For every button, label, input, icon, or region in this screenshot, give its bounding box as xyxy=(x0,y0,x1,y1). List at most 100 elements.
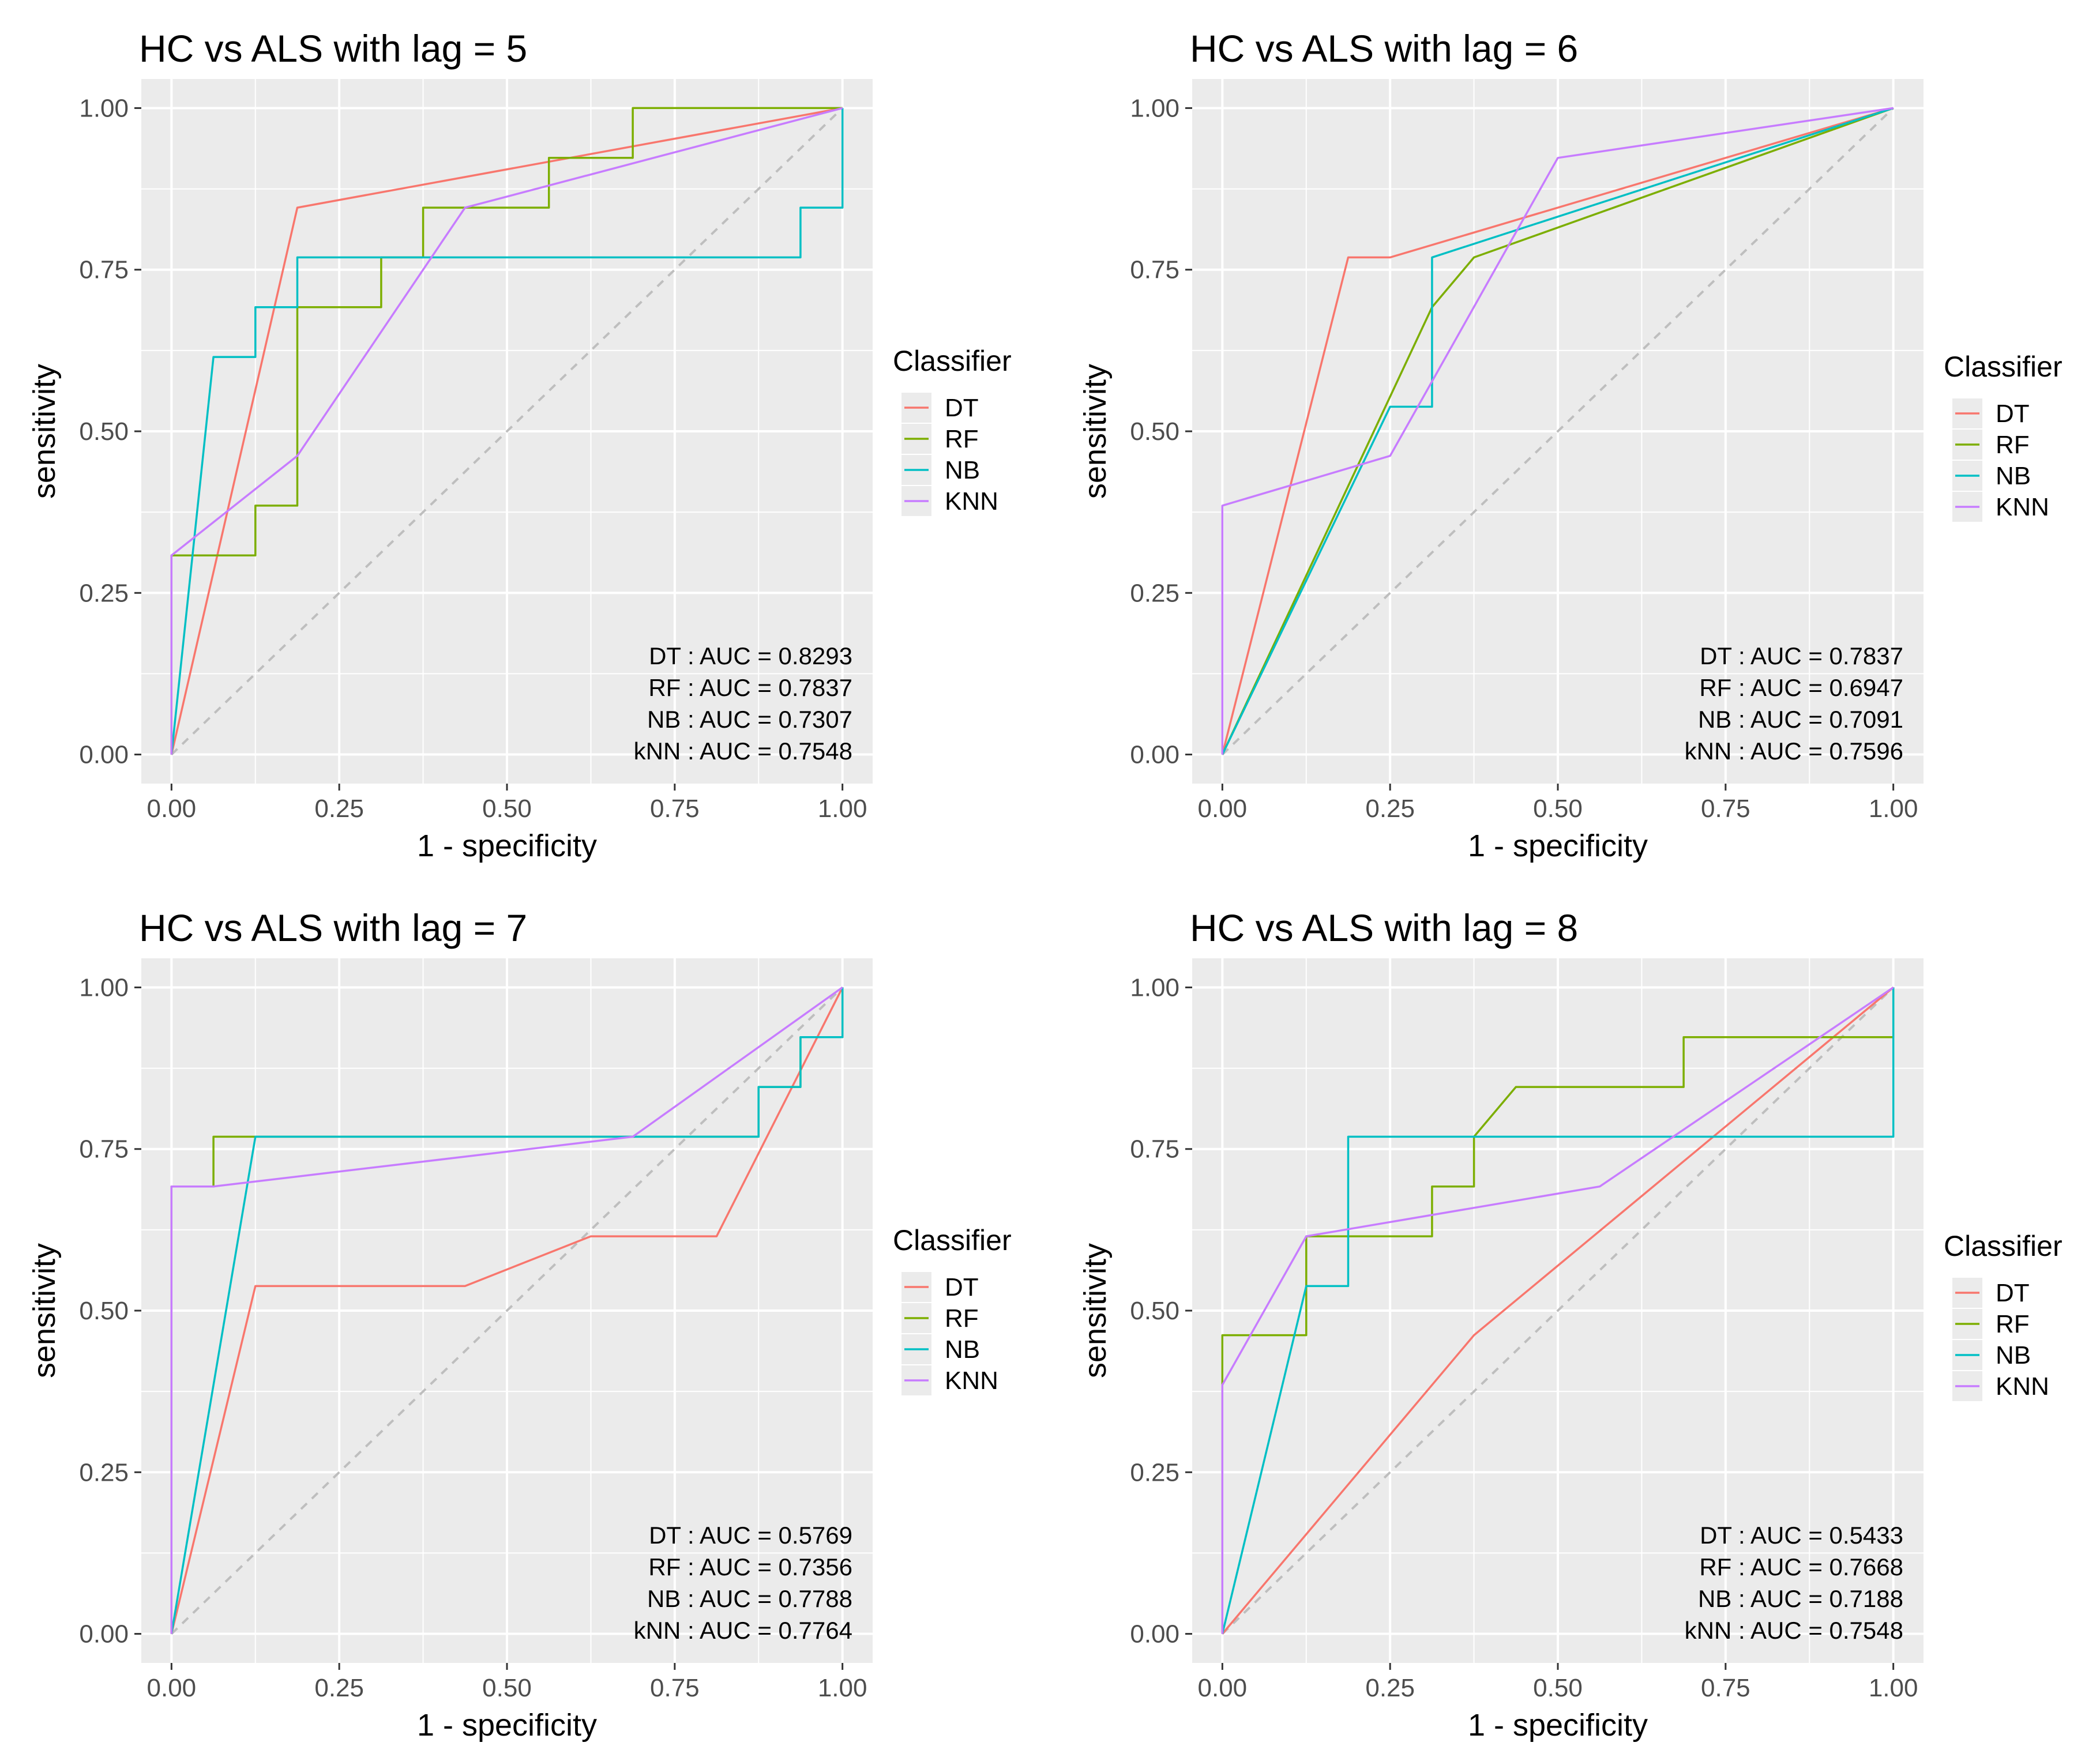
y-tick-label: 1.00 xyxy=(1130,973,1179,1002)
y-axis-label: sensitivity xyxy=(27,1243,62,1378)
legend-label: NB xyxy=(945,456,980,484)
x-axis-label: 1 - specificity xyxy=(1468,829,1648,863)
auc-annotation: RF : AUC = 0.7837 xyxy=(648,674,852,701)
y-tick-label: 0.25 xyxy=(79,1458,129,1486)
legend-label: KNN xyxy=(945,487,998,515)
auc-annotation: RF : AUC = 0.7668 xyxy=(1699,1553,1903,1580)
y-tick-label: 1.00 xyxy=(79,94,129,122)
y-tick-label: 1.00 xyxy=(1130,94,1179,122)
x-tick-label: 0.25 xyxy=(1365,1674,1415,1702)
auc-annotation: RF : AUC = 0.7356 xyxy=(648,1553,852,1580)
y-tick-label: 0.75 xyxy=(1130,1135,1179,1164)
x-tick-label: 0.25 xyxy=(1365,795,1415,823)
roc-line-dt xyxy=(1221,107,1894,755)
legend-label: NB xyxy=(1996,462,2031,490)
auc-annotation: RF : AUC = 0.6947 xyxy=(1699,674,1903,701)
auc-annotation: NB : AUC = 0.7307 xyxy=(647,706,852,733)
diagonal-reference-line xyxy=(1221,987,1895,1635)
auc-annotation: DT : AUC = 0.8293 xyxy=(649,642,852,669)
x-tick-label: 0.75 xyxy=(1701,795,1750,823)
auc-annotation: NB : AUC = 0.7091 xyxy=(1698,706,1903,733)
chart-title: HC vs ALS with lag = 5 xyxy=(139,27,527,70)
y-axis-label: sensitivity xyxy=(1078,1243,1113,1378)
legend-label: NB xyxy=(945,1335,980,1364)
y-tick-label: 1.00 xyxy=(79,973,129,1002)
diagonal-reference-line xyxy=(1221,107,1895,755)
y-tick-label: 0.00 xyxy=(79,741,129,769)
legend-title: Classifier xyxy=(893,1224,1012,1256)
x-tick-label: 0.50 xyxy=(482,795,532,823)
x-axis-label: 1 - specificity xyxy=(417,1708,597,1743)
auc-annotation: NB : AUC = 0.7788 xyxy=(647,1585,852,1612)
y-tick-label: 0.50 xyxy=(1130,1297,1179,1325)
x-tick-label: 0.50 xyxy=(482,1674,532,1702)
legend-label: DT xyxy=(945,394,979,422)
x-tick-label: 0.00 xyxy=(147,795,197,823)
y-tick-label: 0.00 xyxy=(79,1620,129,1649)
x-tick-label: 0.25 xyxy=(314,1674,364,1702)
x-tick-label: 0.75 xyxy=(1701,1674,1750,1702)
y-tick-label: 0.00 xyxy=(1130,1620,1179,1649)
legend: Classifier DT RF NB KNN xyxy=(1944,1230,2063,1401)
auc-annotation: kNN : AUC = 0.7596 xyxy=(1685,737,1903,765)
legend-title: Classifier xyxy=(1944,351,2063,383)
x-tick-label: 1.00 xyxy=(1869,795,1918,823)
x-tick-label: 0.00 xyxy=(147,1674,197,1702)
legend-label: DT xyxy=(1996,1279,2030,1307)
x-tick-label: 1.00 xyxy=(818,795,867,823)
y-tick-label: 0.75 xyxy=(79,1135,129,1164)
y-axis-label: sensitivity xyxy=(27,364,62,499)
chart-title: HC vs ALS with lag = 7 xyxy=(139,906,527,949)
roc-line-rf xyxy=(1221,107,1894,755)
diagonal-reference-line xyxy=(170,107,844,755)
y-tick-label: 0.25 xyxy=(79,579,129,607)
x-tick-label: 0.50 xyxy=(1533,1674,1583,1702)
y-tick-label: 0.50 xyxy=(79,417,129,446)
legend-label: KNN xyxy=(1996,1372,2049,1401)
legend: Classifier DT RF NB KNN xyxy=(893,345,1012,516)
y-tick-label: 0.25 xyxy=(1130,1458,1179,1486)
roc-panel-2: HC vs ALS with lag = 6 0.00 0.00 0.25 0.25 0.… xyxy=(1078,27,2063,863)
roc-line-nb xyxy=(1221,987,1895,1635)
roc-line-dt xyxy=(170,107,843,755)
roc-line-knn xyxy=(1221,986,1894,1634)
auc-annotation: DT : AUC = 0.5433 xyxy=(1700,1522,1903,1549)
x-tick-label: 0.00 xyxy=(1198,795,1248,823)
roc-line-nb xyxy=(170,987,844,1634)
x-axis-label: 1 - specificity xyxy=(1468,1708,1648,1743)
auc-annotation: DT : AUC = 0.7837 xyxy=(1700,642,1903,669)
y-tick-label: 0.75 xyxy=(1130,256,1179,284)
y-axis-label: sensitivity xyxy=(1078,364,1113,499)
diagonal-reference-line xyxy=(170,987,844,1635)
x-axis-label: 1 - specificity xyxy=(417,829,597,863)
legend-label: RF xyxy=(1996,431,2030,459)
roc-line-rf xyxy=(1221,987,1895,1634)
roc-panel-4: HC vs ALS with lag = 8 0.00 0.00 0.25 0.25 0.… xyxy=(1078,906,2063,1743)
x-tick-label: 0.75 xyxy=(650,1674,700,1702)
x-tick-label: 0.25 xyxy=(314,795,364,823)
roc-line-knn xyxy=(170,107,843,755)
legend-label: KNN xyxy=(945,1367,998,1395)
roc-panel-3: HC vs ALS with lag = 7 0.00 0.00 0.25 0.25 0.… xyxy=(27,906,1012,1743)
roc-line-knn xyxy=(170,986,843,1634)
chart-title: HC vs ALS with lag = 6 xyxy=(1190,27,1578,70)
roc-line-nb xyxy=(1221,107,1894,755)
roc-line-dt xyxy=(170,987,844,1635)
y-tick-label: 0.75 xyxy=(79,256,129,284)
legend-title: Classifier xyxy=(893,345,1012,377)
x-tick-label: 1.00 xyxy=(818,1674,867,1702)
y-tick-label: 0.50 xyxy=(1130,417,1179,446)
legend-title: Classifier xyxy=(1944,1230,2063,1262)
x-tick-label: 0.50 xyxy=(1533,795,1583,823)
legend-label: RF xyxy=(945,425,979,453)
legend-label: RF xyxy=(1996,1310,2030,1338)
auc-annotation: kNN : AUC = 0.7764 xyxy=(634,1617,852,1644)
legend-label: NB xyxy=(1996,1341,2031,1369)
roc-line-knn xyxy=(1221,107,1894,755)
x-tick-label: 0.00 xyxy=(1198,1674,1248,1702)
y-tick-label: 0.50 xyxy=(79,1297,129,1325)
auc-annotation: NB : AUC = 0.7188 xyxy=(1698,1585,1903,1612)
